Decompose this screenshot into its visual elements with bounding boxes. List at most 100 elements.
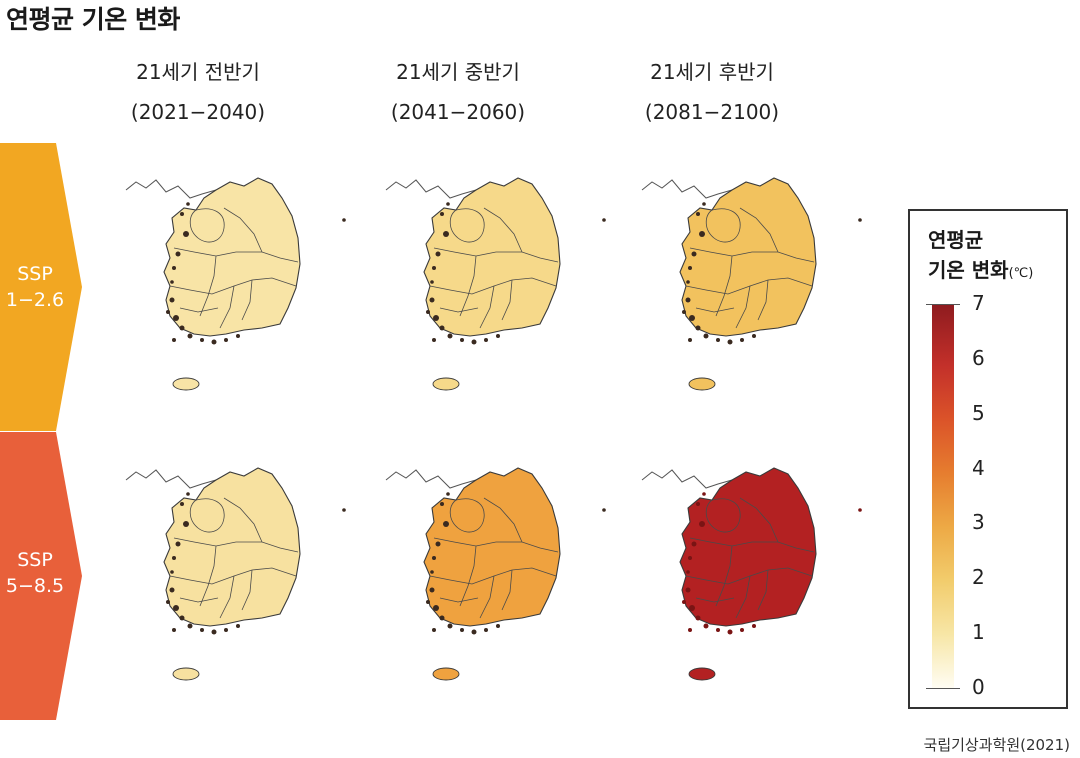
province-boundary (705, 498, 741, 533)
peninsula-region (679, 467, 817, 627)
island (740, 338, 744, 342)
island (186, 492, 190, 496)
legend-tick-mark (926, 304, 960, 305)
island (187, 333, 193, 339)
island (446, 492, 450, 496)
island (602, 508, 606, 512)
legend-color-bar (932, 304, 954, 688)
province-boundary (439, 597, 479, 603)
korea-map (641, 467, 862, 681)
island (686, 570, 690, 574)
island (172, 628, 176, 632)
province-boundary (433, 537, 559, 553)
island (702, 202, 706, 206)
province-boundary (695, 597, 735, 603)
island (429, 297, 435, 303)
province-boundary (689, 247, 815, 263)
island (716, 628, 720, 632)
row-label-line1: SSP (17, 549, 53, 571)
island (691, 541, 697, 547)
island (166, 600, 170, 604)
island (175, 541, 181, 547)
island (426, 600, 430, 604)
legend-tick-label: 7 (972, 291, 985, 315)
province-boundary (705, 208, 741, 243)
island (430, 570, 434, 574)
island (179, 615, 185, 621)
province-boundary (483, 497, 523, 543)
province-boundary (739, 497, 779, 543)
island (430, 280, 434, 284)
legend-tick-label: 1 (972, 620, 985, 645)
province-boundary (241, 279, 253, 321)
korea-map (641, 177, 862, 391)
province-boundary (179, 597, 219, 603)
province-boundary (757, 279, 769, 321)
island (471, 339, 477, 345)
legend-tick-label: 5 (972, 400, 985, 425)
island (702, 492, 706, 496)
island (602, 218, 606, 222)
north-border-line (641, 179, 733, 199)
legend-tick-label: 0 (972, 675, 985, 699)
island (682, 600, 686, 604)
peninsula-region (423, 467, 561, 627)
island (727, 629, 733, 635)
island (685, 587, 691, 593)
island (170, 570, 174, 574)
island (695, 325, 701, 331)
island (752, 334, 756, 338)
province-boundary (449, 208, 485, 243)
peninsula-region (163, 467, 301, 627)
island (180, 502, 184, 506)
island (696, 212, 700, 216)
page-title: 연평균 기온 변화 (6, 5, 180, 34)
province-boundary (173, 247, 299, 263)
korea-map (385, 177, 606, 391)
jeju-island (688, 667, 716, 681)
north-border-line (125, 469, 217, 489)
row-label-line1: SSP (17, 263, 53, 285)
province-boundary (223, 497, 263, 543)
island (699, 521, 705, 527)
province-boundary (199, 545, 217, 607)
province-boundary (173, 537, 299, 553)
province-boundary (459, 255, 477, 317)
jeju-island (432, 377, 460, 391)
province-boundary (439, 307, 479, 313)
island (443, 521, 449, 527)
province-boundary (715, 545, 733, 607)
row-label-line2: 1−2.6 (5, 289, 65, 311)
island (435, 541, 441, 547)
island (686, 280, 690, 284)
island (169, 587, 175, 593)
peninsula-region (423, 177, 561, 337)
province-boundary (449, 498, 485, 533)
island (496, 334, 500, 338)
island (211, 629, 217, 635)
province-boundary (501, 279, 513, 321)
jeju-island (688, 377, 716, 391)
island (685, 297, 691, 303)
island (179, 325, 185, 331)
island (175, 251, 181, 257)
province-boundary (219, 285, 235, 329)
island (446, 202, 450, 206)
island (460, 338, 464, 342)
north-border-line (125, 179, 217, 199)
province-boundary (501, 569, 513, 611)
island (858, 218, 862, 222)
island (183, 521, 189, 527)
legend-tick-mark (926, 688, 960, 689)
island (703, 623, 709, 629)
row-tab-ssp585: SSP 5−8.5 (0, 432, 82, 720)
island (166, 310, 170, 314)
island (183, 231, 189, 237)
island (695, 615, 701, 621)
island (484, 628, 488, 632)
korea-map (125, 177, 346, 391)
column-period: (2021−2040) (130, 100, 266, 124)
map-ssp126-early (112, 168, 362, 418)
island (471, 629, 477, 635)
peninsula-region (163, 177, 301, 337)
